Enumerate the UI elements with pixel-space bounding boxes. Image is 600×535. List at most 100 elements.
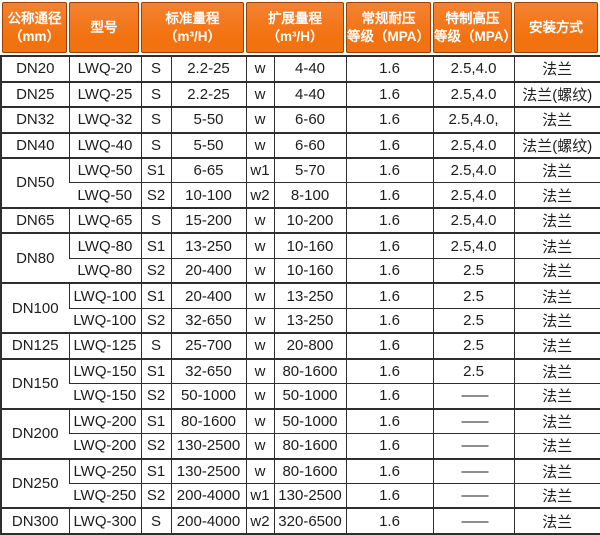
cell-standard-range: 5-50	[170, 131, 246, 158]
table-row: DN25 LWQ-25 S 2.2-25 w 4-40 1.6 2.5,4.0 法兰(螺纹)	[1, 80, 600, 107]
table-rows: DN20 LWQ-20 S 2.2-25 w 4-40 1.6 2.5,4.0 法兰 DN25 LW…	[1, 56, 600, 534]
cell-nominal-diameter: DN200	[1, 407, 69, 459]
cell-high-pressure-rating: ——	[432, 433, 514, 459]
cell-nominal-diameter: DN80	[1, 232, 69, 284]
cell-install: 法兰	[513, 106, 600, 133]
cell-model: LWQ-250	[68, 457, 141, 484]
cell-standard-code: S	[140, 507, 171, 534]
cell-extended-code: w	[245, 56, 274, 82]
cell-pressure-rating: 1.6	[345, 457, 433, 484]
cell-pressure-rating: 1.6	[345, 106, 433, 133]
cell-high-pressure-rating: ——	[432, 407, 514, 434]
cell-pressure-rating: 1.6	[345, 433, 433, 459]
cell-model: LWQ-25	[68, 80, 141, 107]
cell-standard-code: S1	[140, 232, 171, 259]
cell-standard-range: 32-650	[170, 357, 246, 384]
cell-high-pressure-rating: 2.5	[432, 282, 514, 309]
cell-nominal-diameter: DN20	[16, 60, 55, 78]
cell-extended-range: 10-160	[273, 232, 346, 259]
cell-high-pressure-rating: 2.5	[432, 357, 514, 384]
cell-model: LWQ-32	[68, 106, 141, 133]
table-body: DN20 LWQ-20 S 2.2-25 w 4-40 1.6 2.5,4.0 法兰 DN25 LW…	[0, 55, 600, 535]
cell-high-pressure-rating: ——	[432, 507, 514, 534]
cell-standard-range: 20-400	[170, 282, 246, 309]
cell-extended-code: w	[245, 80, 274, 107]
cell-extended-range: 50-1000	[273, 383, 346, 409]
cell-extended-code: w	[245, 106, 274, 133]
cell-extended-code: w	[245, 383, 274, 409]
cell-install: 法兰	[513, 507, 600, 534]
cell-high-pressure-rating: ——	[432, 457, 514, 484]
cell-model: LWQ-150	[69, 383, 141, 409]
table-row: LWQ-250 S2 200-4000 w1 130-2500 1.6 —— 法兰	[1, 482, 600, 509]
cell-standard-range: 32-650	[170, 307, 246, 334]
cell-standard-code: S	[140, 206, 171, 234]
cell-nominal-diameter: DN125	[1, 332, 69, 359]
cell-standard-range: 20-400	[170, 257, 246, 284]
table-row: LWQ-150 S2 50-1000 w 50-1000 1.6 —— 法兰	[1, 383, 600, 409]
table-row: DN80 LWQ-80 S1 13-250 w 10-160 1.6 2.5,4.0 法兰	[1, 232, 600, 284]
cell-model: LWQ-125	[68, 332, 141, 359]
cell-install: 法兰(螺纹)	[513, 131, 600, 158]
table-row: DN125 LWQ-125 S 25-700 w 20-800 1.6 2.5 法兰	[1, 332, 600, 359]
cell-standard-code: S1	[140, 282, 171, 309]
cell-extended-code: w	[245, 357, 274, 384]
header-extended-range: 扩展量程 （m³/H）	[246, 2, 344, 53]
cell-standard-range: 5-50	[170, 106, 246, 133]
cell-nominal-diameter: DN32	[1, 106, 69, 133]
header-normal-pressure-rating: 常规耐压 等级（MPA）	[346, 2, 431, 53]
cell-extended-code: w	[245, 433, 274, 459]
cell-extended-code: w1	[245, 157, 274, 183]
cell-install: 法兰	[513, 56, 600, 82]
cell-standard-range: 2.2-25	[170, 80, 246, 107]
cell-model: LWQ-50	[69, 182, 141, 208]
cell-model: LWQ-250	[69, 482, 141, 509]
cell-high-pressure-rating: 2.5,4.0	[432, 80, 514, 107]
cell-pressure-rating: 1.6	[345, 407, 433, 434]
cell-install: 法兰	[513, 407, 600, 434]
cell-model: LWQ-80	[69, 257, 141, 284]
cell-extended-code: w2	[245, 182, 274, 208]
table-row: DN300 LWQ-300 S 200-4000 w2 320-6500 1.6 —— 法兰	[1, 507, 600, 534]
table-row: LWQ-200 S2 130-2500 w 80-1600 1.6 —— 法兰	[1, 433, 600, 459]
table-row: DN50 LWQ-50 S1 6-65 w1 5-70 1.6 2.5,4.0 法兰	[1, 157, 600, 208]
cell-extended-range: 80-1600	[273, 433, 346, 459]
cell-nominal-diameter: DN150	[1, 357, 69, 409]
cell-install: 法兰	[513, 433, 600, 459]
cell-pressure-rating: 1.6	[345, 307, 433, 334]
cell-pressure-rating: 1.6	[345, 182, 433, 208]
cell-standard-range: 13-250	[170, 232, 246, 259]
cell-pressure-rating: 1.6	[345, 383, 433, 409]
cell-install: 法兰	[513, 383, 600, 409]
cell-high-pressure-rating: ——	[432, 383, 514, 409]
header-standard-range: 标准量程 （m³/H）	[141, 2, 244, 53]
cell-extended-range: 4-40	[273, 80, 346, 107]
cell-extended-range: 5-70	[273, 157, 346, 183]
cell-model: LWQ-200	[69, 433, 141, 459]
cell-install: 法兰	[513, 157, 600, 183]
cell-install: 法兰	[513, 332, 600, 359]
cell-extended-range: 80-1600	[273, 457, 346, 484]
header-installation-method: 安装方式	[514, 2, 598, 53]
cell-extended-code: w	[245, 232, 274, 259]
cell-model: LWQ-200	[68, 407, 141, 434]
cell-extended-code: w	[245, 332, 274, 359]
cell-extended-range: 13-250	[273, 307, 346, 334]
cell-install: 法兰	[513, 232, 600, 259]
cell-high-pressure-rating: 2.5,4.0	[432, 182, 514, 208]
cell-extended-range: 6-60	[273, 106, 346, 133]
cell-extended-code: w	[245, 206, 274, 234]
cell-nominal-diameter: DN250	[1, 457, 69, 509]
cell-standard-range: 80-1600	[170, 407, 246, 434]
cell-nominal-diameter: DN25	[1, 80, 69, 107]
cell-standard-range: 2.2-25	[170, 56, 246, 82]
cell-high-pressure-rating: 2.5	[432, 332, 514, 359]
cell-model: LWQ-100	[68, 282, 141, 309]
table-row: LWQ-100 S2 32-650 w 13-250 1.6 2.5 法兰	[1, 307, 600, 334]
cell-standard-code: S1	[140, 407, 171, 434]
cell-extended-range: 8-100	[273, 182, 346, 208]
cell-pressure-rating: 1.6	[345, 131, 433, 158]
cell-pressure-rating: 1.6	[345, 507, 433, 534]
cell-model: LWQ-300	[68, 507, 141, 534]
table-row: LWQ-50 S2 10-100 w2 8-100 1.6 2.5,4.0 法兰	[1, 182, 600, 208]
